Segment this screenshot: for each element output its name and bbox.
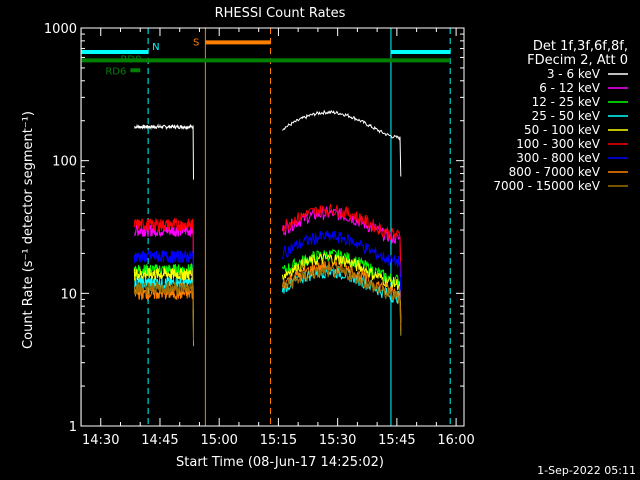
series-line: [133, 266, 194, 327]
plot-frame: [80, 27, 465, 427]
legend-label: 7000 - 15000 keV: [493, 179, 600, 193]
series-line: [133, 286, 194, 347]
series-line: [133, 217, 194, 278]
flag-label-rd0: RD0: [120, 54, 141, 65]
legend-label: 12 - 25 keV: [532, 95, 601, 109]
x-tick-label: 15:00: [200, 433, 237, 448]
series-line: [281, 204, 402, 274]
x-tick-label: 16:00: [437, 433, 474, 448]
legend-label: 800 - 7000 keV: [509, 165, 601, 179]
legend-label: 300 - 800 keV: [516, 151, 600, 165]
x-tick-label: 14:30: [82, 433, 119, 448]
legend-label: 3 - 6 keV: [547, 67, 601, 81]
y-axis-label: Count Rate (s⁻¹ detector segment⁻¹): [21, 111, 36, 349]
series-line: [281, 261, 402, 332]
legend-label: 25 - 50 keV: [532, 109, 601, 123]
y-tick-label: 100: [52, 155, 77, 170]
legend-header-line-1: Det 1f,3f,6f,8f,: [533, 39, 628, 54]
flag-label-n: N: [152, 42, 159, 53]
legend-label: 50 - 100 keV: [524, 123, 601, 137]
footer-timestamp: 1-Sep-2022 05:11: [537, 464, 636, 477]
series-line: [281, 230, 402, 301]
y-tick-label: 1000: [44, 22, 77, 37]
series-line: [282, 109, 402, 177]
legend-header-line-2: FDecim 2, Att 0: [527, 53, 628, 68]
series-line: [281, 265, 402, 336]
series-line: [134, 123, 194, 180]
x-tick-label: 15:45: [378, 433, 415, 448]
series-line: [133, 248, 194, 310]
legend-label: 100 - 300 keV: [516, 137, 600, 151]
series-line: [281, 264, 402, 336]
y-tick-label: 10: [60, 287, 77, 302]
axis-layer: 1 10 100 1000 14:30 14:45 15:00 15:15 15:30 15:45…: [44, 22, 475, 448]
x-tick-label: 15:15: [260, 433, 297, 448]
legend-label: 6 - 12 keV: [539, 81, 601, 95]
y-tick-label: 1: [69, 420, 77, 435]
x-tick-label: 14:45: [141, 433, 178, 448]
chart-title: RHESSI Count Rates: [215, 6, 346, 21]
flag-label-rd6: RD6: [105, 66, 126, 77]
x-tick-label: 15:30: [319, 433, 356, 448]
x-axis-label: Start Time (08-Jun-17 14:25:02): [176, 455, 384, 470]
flag-label-s: S: [193, 37, 199, 48]
series-line: [133, 281, 194, 341]
